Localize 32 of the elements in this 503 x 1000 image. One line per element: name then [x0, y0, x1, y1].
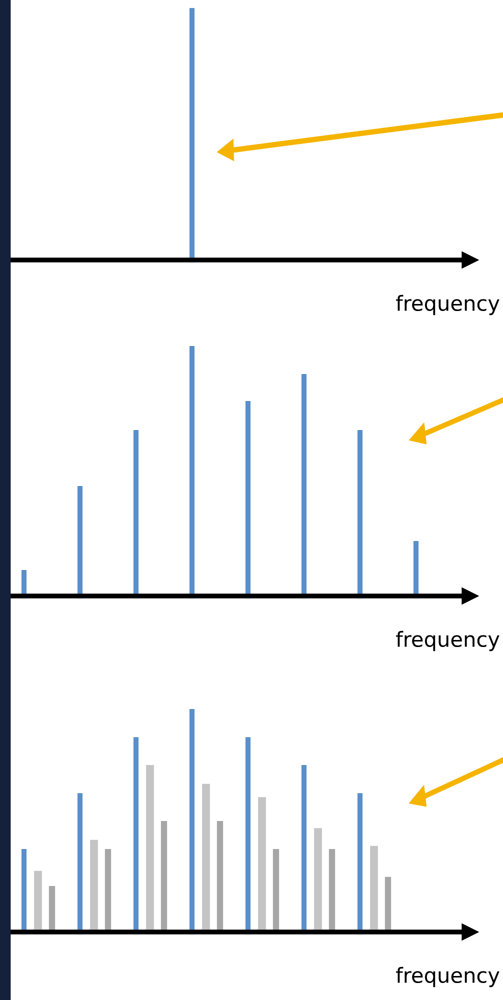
bar [189, 709, 195, 932]
bar [384, 876, 392, 932]
bar [21, 570, 27, 596]
bar [245, 401, 251, 596]
bar [328, 849, 336, 932]
bar [104, 849, 112, 932]
bar [146, 764, 154, 932]
x-axis-title: frequency [396, 630, 500, 652]
bar [314, 828, 322, 932]
bar [216, 820, 224, 932]
bar [133, 430, 139, 596]
bar [90, 840, 98, 932]
bar [413, 541, 419, 596]
bar [272, 849, 280, 932]
bar [77, 486, 83, 596]
bar [357, 793, 363, 932]
bar [77, 793, 83, 932]
bar [48, 886, 56, 932]
x-axis-title: frequency [396, 294, 500, 316]
bar [189, 346, 195, 596]
bar [34, 870, 42, 932]
bar [370, 846, 378, 932]
bar [202, 784, 210, 932]
bar [357, 430, 363, 596]
bar [133, 737, 139, 932]
bar [301, 764, 307, 932]
bar [301, 374, 307, 596]
x-axis-title: frequency [396, 966, 500, 988]
bar [258, 797, 266, 932]
bar [160, 820, 168, 932]
bar [245, 737, 251, 932]
bar [21, 849, 27, 932]
